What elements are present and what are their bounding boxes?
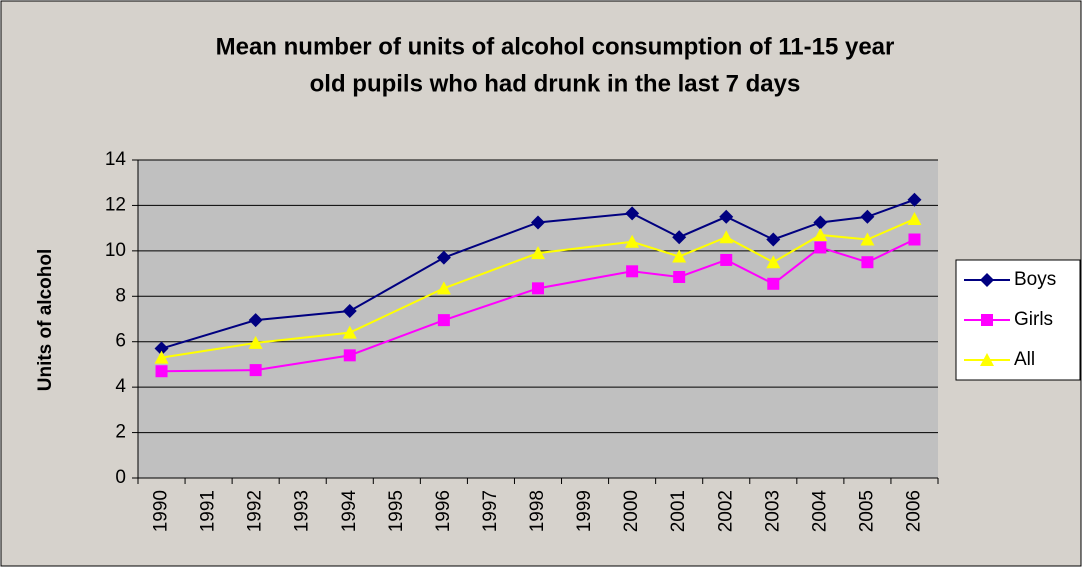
data-point	[343, 349, 356, 362]
y-tick-label: 14	[105, 149, 127, 170]
x-tick-label: 1992	[245, 490, 266, 532]
x-tick-label: 1997	[480, 490, 501, 532]
chart-title: old pupils who had drunk in the last 7 d…	[310, 70, 801, 97]
data-point	[813, 227, 828, 241]
series-line	[161, 238, 915, 373]
data-point	[625, 234, 640, 248]
y-tick-label: 8	[115, 285, 126, 306]
y-axis-label: Units of alcohol	[35, 249, 56, 392]
data-point	[342, 325, 357, 339]
y-tick-label: 6	[115, 331, 126, 352]
data-point	[719, 230, 734, 244]
data-point	[860, 232, 875, 246]
data-point	[154, 341, 169, 356]
x-tick-label: 1995	[386, 490, 407, 532]
x-tick-label: 1991	[198, 490, 219, 532]
data-point	[625, 206, 640, 221]
data-point	[342, 304, 357, 319]
data-point	[860, 209, 875, 224]
data-point	[248, 313, 263, 328]
y-tick-label: 12	[105, 194, 126, 215]
data-point	[719, 209, 734, 224]
data-point	[672, 249, 687, 263]
data-point	[861, 256, 874, 269]
legend-marker	[980, 353, 994, 366]
x-tick-label: 2004	[809, 490, 830, 533]
x-tick-label: 1994	[339, 490, 360, 533]
data-point	[626, 265, 639, 278]
x-tick-label: 1990	[151, 490, 172, 532]
chart-title: Mean number of units of alcohol consumpt…	[216, 33, 895, 60]
data-point	[248, 335, 263, 349]
x-tick-label: 2002	[715, 490, 736, 532]
series-line	[161, 218, 915, 359]
y-tick-label: 10	[105, 240, 126, 261]
legend-label: Boys	[1014, 269, 1056, 290]
data-point	[672, 230, 687, 245]
legend-marker	[981, 314, 993, 326]
data-point	[720, 253, 733, 266]
data-point	[437, 314, 450, 327]
data-point	[767, 277, 780, 290]
series-line	[161, 198, 915, 350]
y-tick-label: 4	[115, 376, 126, 397]
x-tick-label: 2006	[903, 490, 924, 532]
legend-marker	[980, 273, 994, 287]
y-tick-label: 0	[115, 467, 126, 488]
data-point	[155, 365, 168, 378]
data-point	[908, 233, 921, 246]
data-point	[814, 241, 827, 254]
data-point	[532, 282, 544, 295]
data-point	[673, 270, 686, 283]
x-tick-label: 2003	[762, 490, 783, 532]
x-tick-label: 2000	[621, 490, 642, 532]
data-point	[531, 215, 545, 230]
data-point	[436, 281, 451, 295]
x-tick-label: 1998	[527, 490, 548, 532]
legend-label: All	[1014, 349, 1035, 370]
data-point	[531, 246, 545, 260]
x-tick-label: 1993	[292, 490, 313, 532]
y-tick-label: 2	[115, 422, 126, 443]
x-tick-label: 1999	[574, 490, 595, 532]
x-tick-label: 2001	[668, 490, 689, 532]
data-point	[249, 364, 262, 377]
data-point	[813, 215, 828, 230]
data-point	[766, 255, 781, 269]
data-point	[154, 350, 169, 364]
data-point	[766, 232, 781, 247]
legend-label: Girls	[1014, 309, 1053, 330]
data-point	[907, 192, 922, 207]
x-tick-label: 2005	[856, 490, 877, 532]
data-point	[907, 212, 922, 226]
data-point	[436, 250, 451, 265]
x-tick-label: 1996	[433, 490, 454, 532]
